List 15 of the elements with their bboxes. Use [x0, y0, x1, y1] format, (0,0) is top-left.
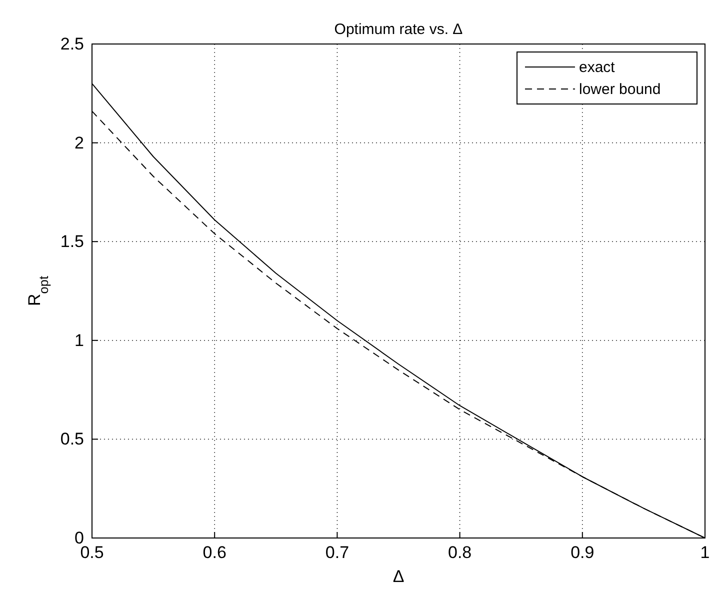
y-tick-label: 0: [74, 528, 84, 548]
y-tick-label: 2: [74, 133, 84, 152]
y-tick-label: 2.5: [60, 34, 84, 54]
x-tick-label: 0.6: [202, 543, 226, 562]
x-tick-label: 0.9: [570, 543, 594, 562]
x-axis-title: Δ: [392, 567, 404, 586]
legend-label: exact: [579, 59, 616, 76]
y-tick-label: 1: [74, 330, 84, 350]
legend-label: lower bound: [579, 81, 661, 98]
x-tick-label: 0.7: [325, 543, 350, 562]
x-tick-label: 0.8: [448, 543, 472, 562]
x-tick-label: 1: [700, 543, 710, 562]
y-tick-label: 1.5: [60, 232, 84, 252]
chart-title: Optimum rate vs. Δ: [334, 21, 463, 38]
y-tick-label: 0.5: [60, 430, 84, 449]
